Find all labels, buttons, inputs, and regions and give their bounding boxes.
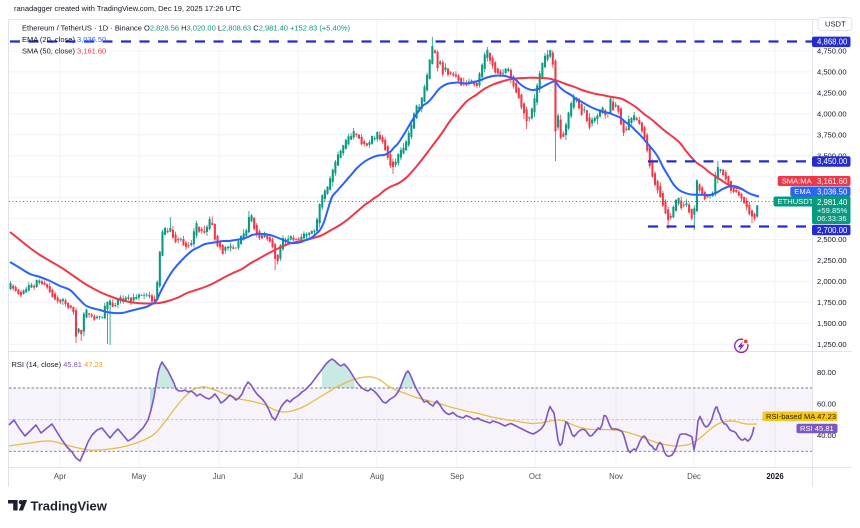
svg-text:Nov: Nov [609,472,623,481]
svg-text:3,450.00: 3,450.00 [817,157,848,166]
svg-text:EMA (20, close) 3,036.50: EMA (20, close) 3,036.50 [22,35,106,44]
svg-text:Sep: Sep [450,472,465,481]
svg-text:RSI-based MA 47.23: RSI-based MA 47.23 [766,412,836,421]
svg-text:ranadagger created with Tradin: ranadagger created with TradingView.com,… [14,4,242,13]
svg-text:SMA (50, close) 3,161.60: SMA (50, close) 3,161.60 [22,47,106,56]
svg-text:TradingView: TradingView [31,498,108,513]
svg-text:May: May [132,472,147,481]
svg-text:4,500.00: 4,500.00 [817,68,847,77]
svg-text:1,750.00: 1,750.00 [817,298,847,307]
svg-text:80.00: 80.00 [817,368,836,377]
svg-text:60.00: 60.00 [817,400,836,409]
svg-text:2,700.00: 2,700.00 [817,226,848,235]
svg-text:EMA: EMA [794,187,811,196]
svg-text:RSI (14, close) 45.81 47.23: RSI (14, close) 45.81 47.23 [12,360,103,369]
svg-text:3,750.00: 3,750.00 [817,131,847,140]
svg-text:Ethereum / TetherUS · 1D · Bin: Ethereum / TetherUS · 1D · Binance O2,82… [22,24,351,33]
svg-text:4,250.00: 4,250.00 [817,89,847,98]
svg-text:Aug: Aug [370,472,384,481]
svg-text:RSI 45.81: RSI 45.81 [800,424,834,433]
svg-text:Jul: Jul [293,472,303,481]
svg-text:2,250.00: 2,250.00 [817,256,847,265]
svg-text:1,250.00: 1,250.00 [817,340,847,349]
svg-text:Apr: Apr [54,472,67,481]
svg-text:2,000.00: 2,000.00 [817,277,847,286]
svg-text:2026: 2026 [766,472,784,481]
svg-text:1,500.00: 1,500.00 [817,319,847,328]
svg-text:USDT: USDT [825,20,846,29]
svg-text:3,500.00: 3,500.00 [817,151,847,160]
svg-text:06:33:36: 06:33:36 [817,214,847,223]
svg-text:40.00: 40.00 [817,431,836,440]
svg-text:SMA:MA: SMA:MA [782,177,813,186]
svg-text:4,000.00: 4,000.00 [817,110,847,119]
svg-text:4,750.00: 4,750.00 [817,47,847,56]
svg-text:2,500.00: 2,500.00 [817,235,847,244]
svg-text:Jun: Jun [213,472,226,481]
svg-text:ETHUSDT: ETHUSDT [778,197,814,206]
svg-text:Oct: Oct [529,472,542,481]
svg-text:2,981.40: 2,981.40 [817,198,848,207]
svg-text:3,161.60: 3,161.60 [817,177,848,186]
svg-text:Dec: Dec [687,472,701,481]
svg-text:4,868.00: 4,868.00 [817,38,848,47]
svg-text:+59.85%: +59.85% [817,206,847,215]
svg-text:3,036.50: 3,036.50 [817,187,848,196]
